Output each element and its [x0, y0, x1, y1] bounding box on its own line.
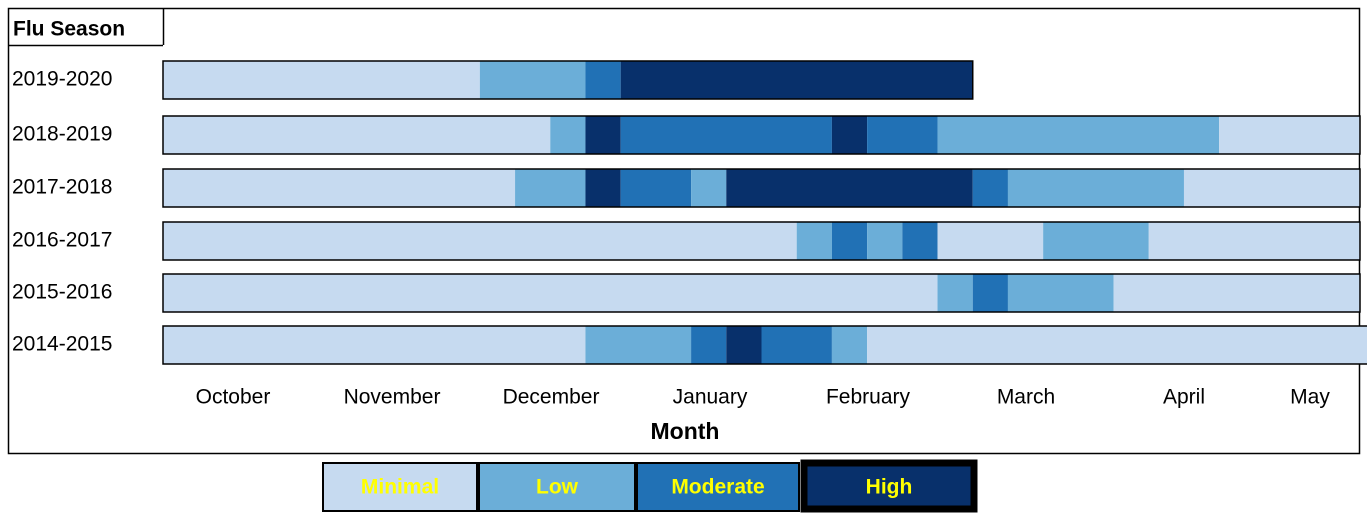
x-tick-label: May: [1290, 386, 1330, 409]
x-tick-label: March: [997, 386, 1055, 409]
segment: [1007, 169, 1184, 207]
row-label: 2017-2018: [12, 176, 112, 199]
x-tick-label: January: [673, 386, 748, 409]
segment: [585, 169, 621, 207]
segment: [867, 326, 1367, 364]
segment: [550, 116, 586, 154]
segment: [1183, 169, 1360, 207]
segment: [163, 326, 586, 364]
segment: [726, 169, 973, 207]
segment: [163, 222, 797, 260]
row-outline: [162, 115, 1361, 155]
segment: [163, 274, 938, 312]
x-tick-label: October: [196, 386, 271, 409]
row-label: 2019-2020: [12, 68, 112, 91]
x-axis-label: Month: [651, 418, 720, 444]
segment: [867, 222, 903, 260]
segment: [867, 116, 938, 154]
segment: [1007, 274, 1114, 312]
segment: [691, 326, 727, 364]
segment: [163, 61, 480, 99]
legend-label: Low: [536, 476, 579, 499]
row-outline: [162, 221, 1361, 261]
chart-title: Flu Season: [13, 18, 125, 41]
x-tick-label: December: [503, 386, 600, 409]
legend-swatch: [478, 462, 636, 512]
segment: [726, 326, 762, 364]
segment: [831, 326, 868, 364]
x-tick-label: November: [344, 386, 441, 409]
segment: [796, 222, 832, 260]
legend-label: High: [866, 476, 913, 499]
segment: [620, 169, 692, 207]
legend-swatch: [800, 459, 978, 513]
segment: [937, 116, 1220, 154]
segment: [937, 222, 1044, 260]
x-tick-label: February: [826, 386, 911, 409]
segment: [831, 222, 868, 260]
segment: [515, 169, 586, 207]
row-outline: [162, 325, 1367, 365]
segment: [1219, 116, 1360, 154]
row-label: 2014-2015: [12, 333, 112, 356]
segment: [972, 169, 1008, 207]
segment: [831, 116, 868, 154]
legend-swatch: [322, 462, 478, 512]
segment: [1113, 274, 1360, 312]
segment: [479, 61, 586, 99]
row-outline: [162, 168, 1361, 208]
legend-label: Moderate: [671, 476, 764, 499]
segment: [163, 169, 516, 207]
segment: [585, 326, 692, 364]
segment: [163, 116, 551, 154]
segment: [620, 116, 832, 154]
segment: [761, 326, 832, 364]
segment: [972, 274, 1008, 312]
segment: [620, 61, 973, 99]
x-tick-label: April: [1163, 386, 1205, 409]
legend-swatch: [636, 462, 800, 512]
segment: [585, 116, 621, 154]
row-outline: [162, 273, 1361, 313]
segment: [585, 61, 621, 99]
segment: [902, 222, 938, 260]
segment: [937, 274, 973, 312]
row-outline: [162, 60, 974, 100]
row-label: 2016-2017: [12, 229, 112, 252]
segment: [691, 169, 727, 207]
row-label: 2015-2016: [12, 281, 112, 304]
legend-label: Minimal: [361, 476, 439, 499]
segment: [1148, 222, 1360, 260]
row-label: 2018-2019: [12, 123, 112, 146]
segment: [1043, 222, 1149, 260]
